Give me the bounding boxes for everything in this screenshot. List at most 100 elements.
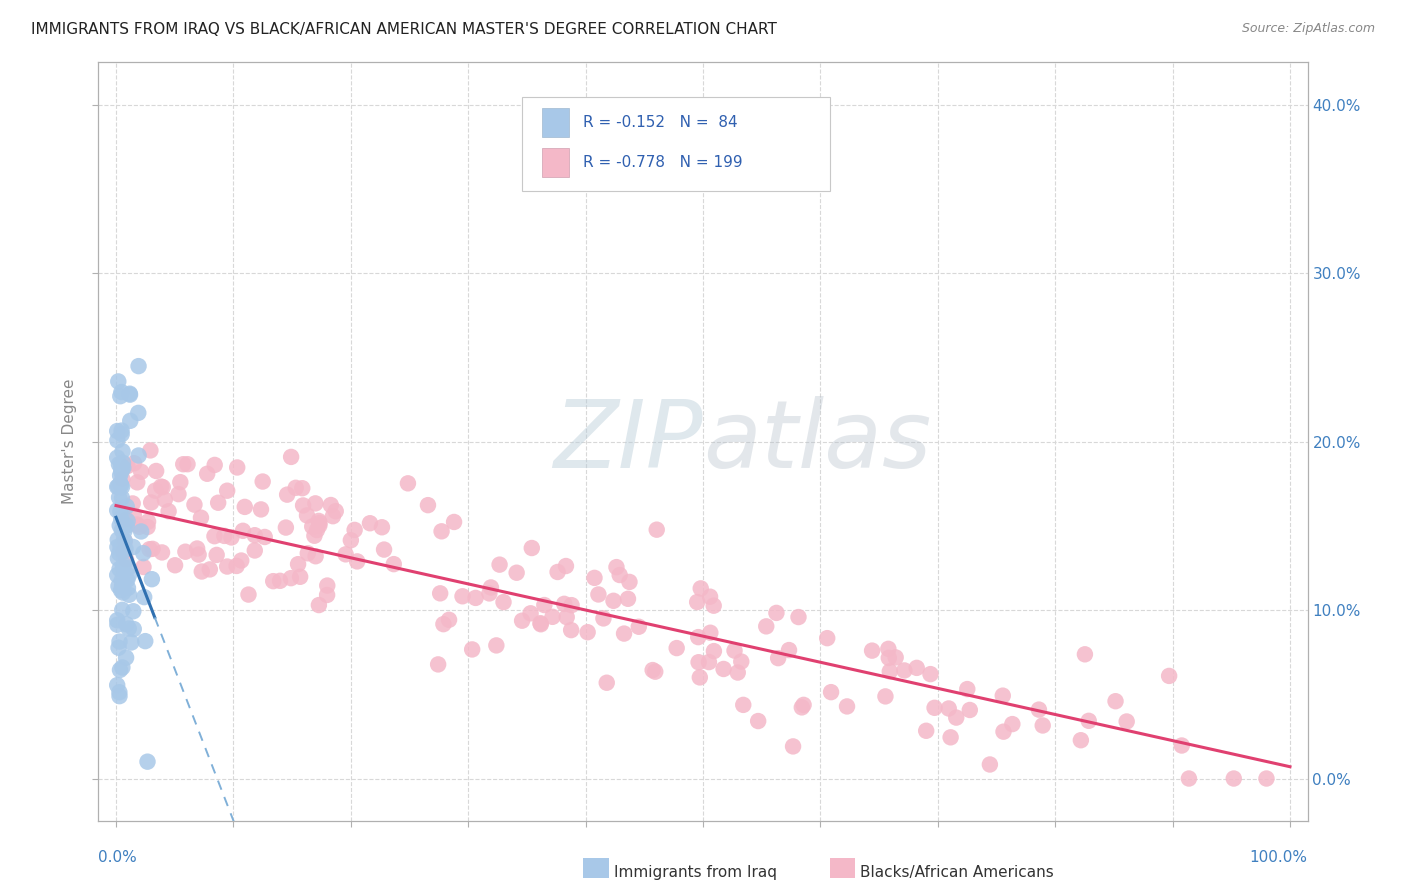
- Point: [505, 566, 527, 580]
- Point: [107, 640, 129, 655]
- Point: [555, 610, 578, 624]
- Point: [111, 480, 134, 494]
- Point: [530, 617, 553, 632]
- FancyBboxPatch shape: [522, 96, 830, 191]
- Text: Immigrants from Iraq: Immigrants from Iraq: [614, 865, 778, 880]
- Point: [214, 529, 236, 543]
- Point: [108, 468, 131, 483]
- Bar: [543, 148, 569, 178]
- Point: [115, 552, 138, 566]
- Point: [118, 588, 141, 602]
- Point: [111, 463, 134, 477]
- Point: [132, 560, 155, 574]
- Point: [217, 559, 239, 574]
- Point: [443, 515, 465, 529]
- Point: [688, 630, 710, 644]
- Point: [115, 617, 138, 632]
- Point: [316, 588, 339, 602]
- Point: [325, 504, 347, 518]
- Point: [150, 545, 173, 559]
- Point: [644, 665, 666, 679]
- Point: [430, 524, 453, 539]
- Point: [105, 434, 128, 448]
- Point: [174, 545, 197, 559]
- Point: [979, 757, 1001, 772]
- Point: [520, 541, 543, 555]
- Point: [416, 498, 439, 512]
- Point: [308, 598, 330, 612]
- Point: [141, 495, 163, 509]
- Text: 0.0%: 0.0%: [98, 850, 138, 865]
- Point: [134, 590, 156, 604]
- Point: [665, 641, 688, 656]
- Point: [382, 557, 405, 571]
- Point: [488, 558, 510, 572]
- Point: [308, 518, 330, 533]
- Point: [105, 480, 128, 494]
- Point: [541, 610, 564, 624]
- Point: [359, 516, 381, 531]
- Point: [138, 542, 160, 557]
- Point: [233, 500, 256, 514]
- Point: [699, 625, 721, 640]
- Point: [118, 386, 141, 401]
- Point: [553, 597, 575, 611]
- Point: [561, 598, 583, 612]
- Point: [276, 488, 298, 502]
- Point: [583, 571, 606, 585]
- Point: [592, 611, 614, 625]
- Point: [1256, 772, 1278, 786]
- Point: [1115, 714, 1137, 729]
- Point: [252, 475, 274, 489]
- Point: [111, 427, 134, 442]
- Point: [308, 516, 330, 530]
- Point: [304, 529, 326, 543]
- Point: [884, 650, 907, 665]
- Point: [727, 665, 749, 680]
- Point: [114, 541, 136, 556]
- Point: [110, 465, 132, 479]
- Point: [183, 498, 205, 512]
- Point: [269, 574, 291, 588]
- Point: [107, 375, 129, 389]
- Point: [703, 599, 725, 613]
- Point: [479, 581, 502, 595]
- Point: [939, 731, 962, 745]
- Point: [122, 456, 145, 470]
- Point: [295, 508, 318, 523]
- Point: [105, 678, 128, 692]
- Point: [956, 682, 979, 697]
- Point: [111, 523, 134, 537]
- Point: [112, 558, 135, 572]
- Point: [1178, 772, 1201, 786]
- Point: [107, 579, 129, 593]
- Point: [893, 664, 915, 678]
- Point: [127, 406, 149, 420]
- Point: [205, 548, 228, 562]
- Point: [243, 543, 266, 558]
- Point: [1077, 714, 1099, 728]
- Point: [152, 480, 174, 494]
- Point: [778, 643, 800, 657]
- Point: [187, 548, 209, 562]
- Point: [128, 449, 150, 463]
- Point: [576, 625, 599, 640]
- Point: [111, 579, 134, 593]
- Point: [122, 540, 145, 554]
- Point: [110, 505, 132, 519]
- Point: [641, 663, 664, 677]
- Point: [308, 514, 330, 528]
- Point: [112, 534, 135, 549]
- Point: [129, 465, 152, 479]
- Point: [134, 634, 156, 648]
- Point: [243, 528, 266, 542]
- Point: [343, 523, 366, 537]
- Point: [204, 529, 226, 543]
- Point: [429, 586, 451, 600]
- Point: [959, 703, 981, 717]
- Point: [686, 595, 709, 609]
- Point: [1074, 648, 1097, 662]
- Point: [287, 557, 309, 571]
- Point: [284, 481, 307, 495]
- Point: [115, 573, 138, 587]
